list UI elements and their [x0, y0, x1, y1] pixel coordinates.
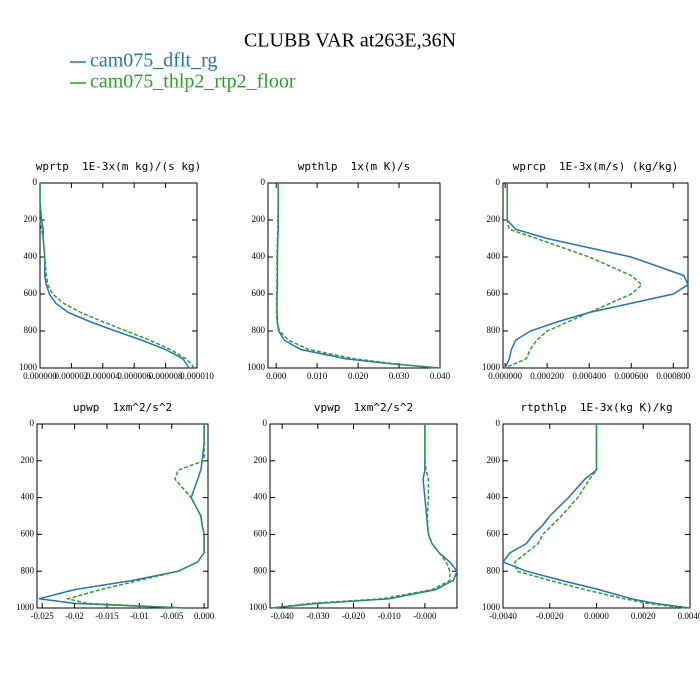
x-tick-label: 0.000000: [23, 371, 57, 381]
plot-frame: [502, 182, 689, 369]
x-tick-label: 0.0000: [584, 611, 609, 621]
x-tick-label: 0.000002: [55, 371, 89, 381]
x-tick-label: -0.005: [160, 611, 184, 621]
x-tick-label: -0.000: [413, 611, 437, 621]
x-tick-label: -0.025: [31, 611, 55, 621]
y-tick-label: 600: [487, 288, 501, 298]
panel-title: wpthlp 1x(m K)/s: [298, 160, 411, 173]
y-tick-label: 1000: [482, 362, 501, 372]
y-tick-label: 600: [254, 528, 268, 538]
profile-line: [504, 183, 689, 369]
y-tick-label: 0: [33, 177, 38, 187]
x-tick-label: -0.015: [95, 611, 119, 621]
y-tick-label: 600: [21, 528, 35, 538]
plot-frame: [36, 423, 209, 609]
y-tick-label: 0: [30, 418, 35, 428]
x-tick-label: -0.01: [130, 611, 149, 621]
y-tick-label: 200: [254, 455, 268, 465]
plot-frame: [39, 182, 198, 369]
panel-title: wprtp 1E-3x(m kg)/(s kg): [36, 160, 202, 173]
x-tick-label: -0.040: [271, 611, 295, 621]
y-tick-label: 400: [252, 251, 266, 261]
x-tick-label: 0.010: [307, 371, 328, 381]
x-tick-label: 0.000800: [656, 371, 690, 381]
y-tick-label: 800: [21, 565, 35, 575]
y-tick-label: 0: [263, 418, 268, 428]
y-tick-label: 400: [24, 251, 38, 261]
y-tick-label: 1000: [247, 362, 266, 372]
profile-line: [276, 183, 441, 369]
profile-line: [275, 183, 436, 369]
x-tick-label: -0.02: [65, 611, 84, 621]
legend-label: cam075_dflt_rg: [90, 50, 217, 72]
plot-frame: [269, 423, 458, 609]
y-tick-label: 400: [487, 492, 501, 502]
y-tick-label: 1000: [19, 362, 38, 372]
x-tick-label: 0.000: [194, 611, 215, 621]
y-tick-label: 800: [487, 565, 501, 575]
panel-title: wprcp 1E-3x(m/s) (kg/kg): [513, 160, 679, 173]
y-tick-label: 800: [252, 325, 266, 335]
y-tick-label: 0: [496, 177, 501, 187]
profile-line: [38, 424, 205, 609]
x-tick-label: 0.000: [266, 371, 287, 381]
y-tick-label: 400: [21, 492, 35, 502]
y-tick-label: 200: [487, 455, 501, 465]
y-tick-label: 600: [252, 288, 266, 298]
y-tick-label: 600: [24, 288, 38, 298]
y-tick-label: 0: [261, 177, 266, 187]
x-tick-label: 0.000600: [614, 371, 648, 381]
figure-title: CLUBB VAR at263E,36N: [244, 30, 456, 52]
x-tick-label: -0.010: [378, 611, 402, 621]
panel-title: rtpthlp 1E-3x(kg K)/kg: [520, 401, 672, 414]
x-tick-label: 0.000010: [180, 371, 214, 381]
profile-line: [39, 183, 190, 369]
x-tick-label: 0.000008: [149, 371, 183, 381]
y-tick-label: 1000: [482, 602, 501, 612]
profile-line: [271, 424, 451, 609]
y-tick-label: 1000: [16, 602, 35, 612]
panel-title: vpwp 1xm^2/s^2: [314, 401, 413, 414]
x-tick-label: 0.0020: [631, 611, 656, 621]
x-tick-label: 0.000400: [572, 371, 606, 381]
y-tick-label: 200: [24, 214, 38, 224]
x-tick-label: 0.000004: [86, 371, 120, 381]
x-tick-label: -0.020: [342, 611, 366, 621]
y-tick-label: 400: [254, 492, 268, 502]
x-tick-label: 0.000006: [117, 371, 151, 381]
legend-label: cam075_thlp2_rtp2_floor: [90, 71, 296, 93]
y-tick-label: 800: [254, 565, 268, 575]
y-tick-label: 200: [21, 455, 35, 465]
plot-frame: [267, 182, 441, 369]
x-tick-label: 0.000200: [530, 371, 564, 381]
profile-line: [513, 424, 686, 609]
y-tick-label: 1000: [249, 602, 268, 612]
y-tick-label: 800: [24, 325, 38, 335]
y-tick-label: 800: [487, 325, 501, 335]
x-tick-label: 0.040: [430, 371, 451, 381]
profile-line: [39, 183, 195, 369]
x-tick-label: -0.030: [306, 611, 330, 621]
y-tick-label: 200: [252, 214, 266, 224]
x-tick-label: 0.030: [389, 371, 410, 381]
x-tick-label: 0.0040: [678, 611, 700, 621]
x-tick-label: 0.000000: [488, 371, 522, 381]
profile-line: [504, 183, 643, 369]
y-tick-label: 400: [487, 251, 501, 261]
profile-line: [271, 424, 458, 609]
x-tick-label: -0.0020: [536, 611, 564, 621]
x-tick-label: -0.0040: [489, 611, 517, 621]
y-tick-label: 200: [487, 214, 501, 224]
y-tick-label: 600: [487, 528, 501, 538]
panel-title: upwp 1xm^2/s^2: [73, 401, 172, 414]
x-tick-label: 0.020: [348, 371, 369, 381]
y-tick-label: 0: [496, 418, 501, 428]
